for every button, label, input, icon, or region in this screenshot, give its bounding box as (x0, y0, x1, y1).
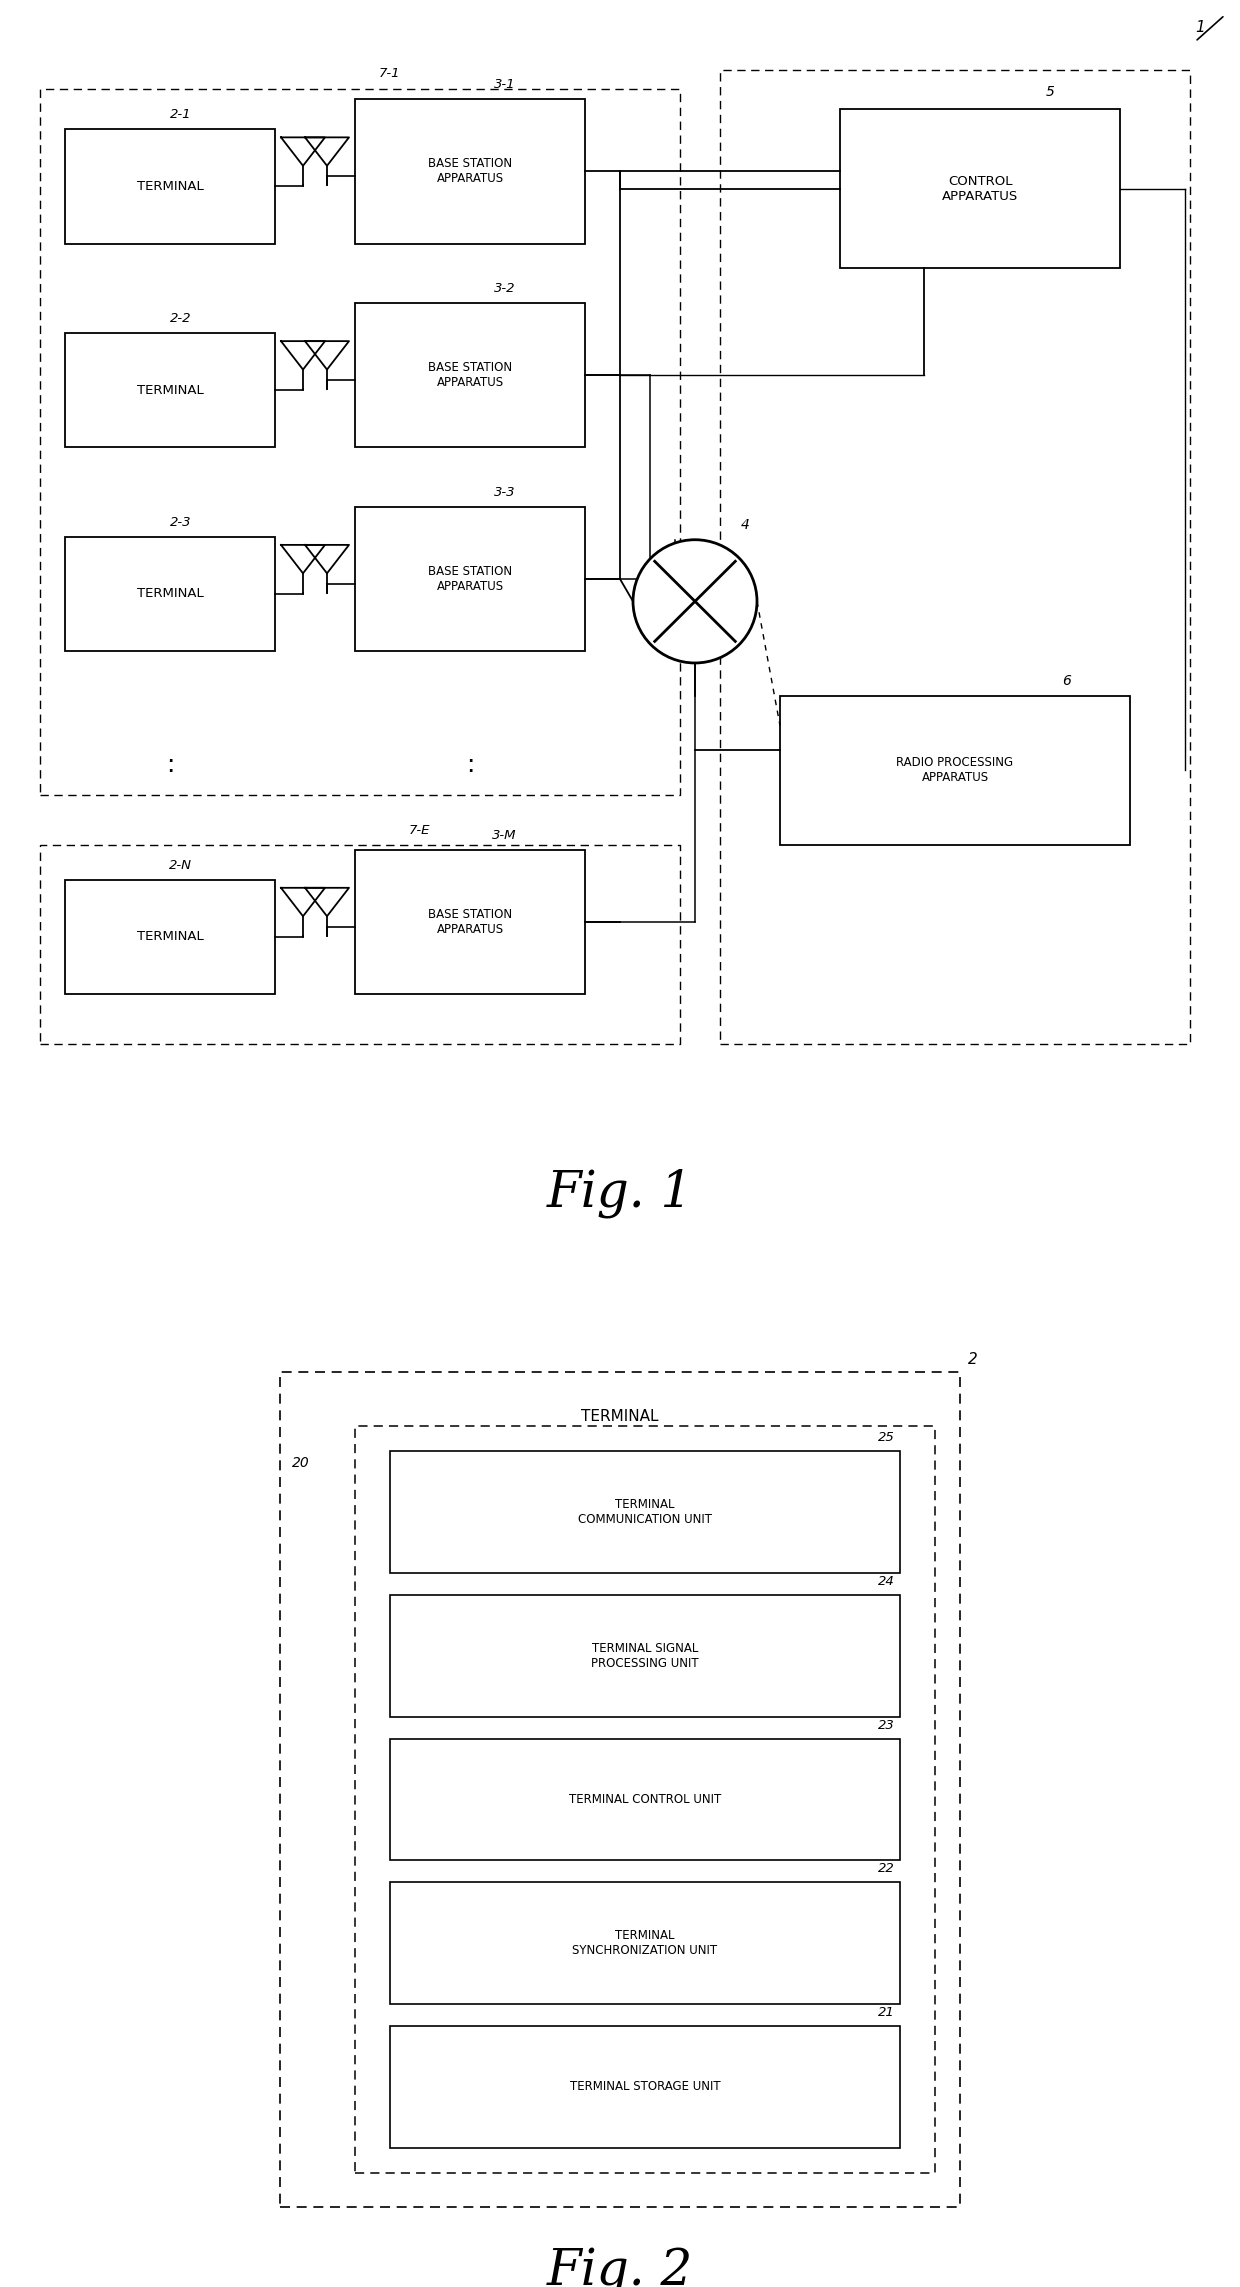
Bar (780, 695, 1130, 844)
Text: 5: 5 (1045, 85, 1054, 98)
Text: 4: 4 (740, 517, 749, 533)
Text: 1: 1 (1195, 21, 1205, 34)
Text: :: : (466, 752, 474, 778)
Text: 2-3: 2-3 (170, 517, 191, 528)
Text: Fig. 1: Fig. 1 (547, 1169, 693, 1217)
Text: 22: 22 (878, 1862, 895, 1875)
Text: 3-M: 3-M (492, 828, 517, 842)
Bar (355, 1427, 935, 2173)
Bar (391, 2026, 900, 2147)
Text: TERMINAL: TERMINAL (136, 931, 203, 942)
Bar (64, 537, 275, 652)
Text: 20: 20 (293, 1457, 310, 1471)
Text: 3-2: 3-2 (494, 281, 516, 295)
Text: Fig. 2: Fig. 2 (547, 2248, 693, 2287)
Bar (839, 110, 1120, 268)
Text: 2-N: 2-N (169, 858, 192, 871)
Bar (355, 98, 585, 242)
Bar (280, 1372, 960, 2207)
Text: 3-1: 3-1 (494, 78, 516, 91)
Text: 6: 6 (1063, 675, 1071, 688)
Bar (391, 1738, 900, 1859)
Bar (391, 1452, 900, 1573)
Bar (355, 851, 585, 995)
Text: RADIO PROCESSING
APPARATUS: RADIO PROCESSING APPARATUS (897, 757, 1013, 784)
Text: TERMINAL STORAGE UNIT: TERMINAL STORAGE UNIT (569, 2081, 720, 2093)
Text: 7-E: 7-E (409, 823, 430, 837)
Text: TERMINAL: TERMINAL (136, 588, 203, 601)
Bar (64, 334, 275, 448)
Text: 2-2: 2-2 (170, 311, 191, 325)
Bar (64, 880, 275, 995)
Bar (391, 1594, 900, 1718)
Text: 2: 2 (968, 1352, 978, 1368)
Text: 23: 23 (878, 1718, 895, 1731)
Circle shape (632, 540, 756, 663)
Bar (355, 304, 585, 448)
Text: BASE STATION
APPARATUS: BASE STATION APPARATUS (428, 158, 512, 185)
Text: BASE STATION
APPARATUS: BASE STATION APPARATUS (428, 908, 512, 935)
Bar (720, 69, 1190, 1043)
Text: TERMINAL SIGNAL
PROCESSING UNIT: TERMINAL SIGNAL PROCESSING UNIT (591, 1642, 699, 1670)
Text: TERMINAL
SYNCHRONIZATION UNIT: TERMINAL SYNCHRONIZATION UNIT (573, 1930, 718, 1958)
Text: 2-1: 2-1 (170, 107, 191, 121)
Text: 24: 24 (878, 1576, 895, 1587)
Text: 21: 21 (878, 2006, 895, 2019)
Bar (64, 128, 275, 242)
Text: 25: 25 (878, 1432, 895, 1445)
Text: BASE STATION
APPARATUS: BASE STATION APPARATUS (428, 565, 512, 592)
Text: TERMINAL
COMMUNICATION UNIT: TERMINAL COMMUNICATION UNIT (578, 1498, 712, 1525)
Bar (40, 89, 680, 796)
Text: CONTROL
APPARATUS: CONTROL APPARATUS (942, 174, 1018, 204)
Text: TERMINAL: TERMINAL (136, 384, 203, 396)
Bar (391, 1882, 900, 2003)
Text: TERMINAL: TERMINAL (136, 181, 203, 192)
Text: BASE STATION
APPARATUS: BASE STATION APPARATUS (428, 361, 512, 389)
Text: 7-1: 7-1 (379, 66, 401, 80)
Text: :: : (166, 752, 174, 778)
Bar (40, 844, 680, 1043)
Text: TERMINAL CONTROL UNIT: TERMINAL CONTROL UNIT (569, 1793, 722, 1807)
Bar (355, 508, 585, 652)
Text: 3-3: 3-3 (494, 485, 516, 499)
Text: TERMINAL: TERMINAL (582, 1409, 658, 1425)
